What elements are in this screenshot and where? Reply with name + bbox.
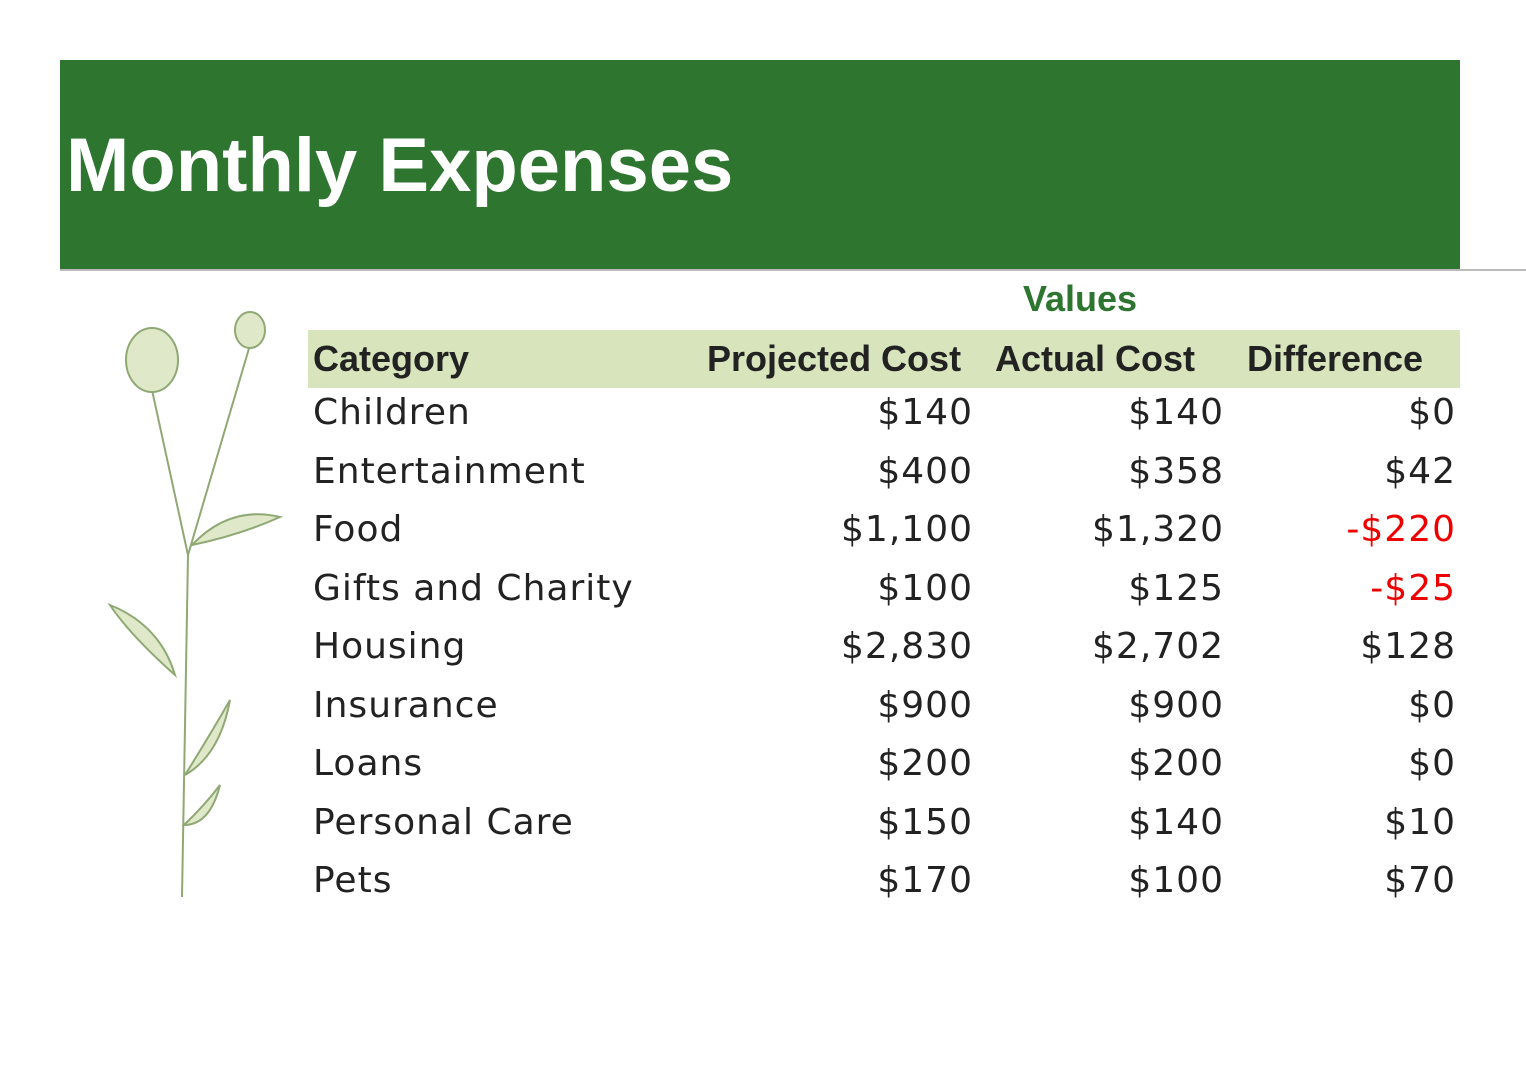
amount-cell: $42 [1384, 450, 1456, 492]
category-cell: Personal Care [313, 801, 574, 843]
divider [60, 269, 1526, 271]
amount-cell: $0 [1408, 684, 1456, 726]
category-cell: Children [313, 392, 471, 433]
amount-cell: $900 [1128, 684, 1224, 726]
category-cell: Insurance [313, 684, 499, 726]
amount-cell: $2,702 [1092, 626, 1224, 667]
plant-illustration [107, 311, 284, 897]
header-row [308, 330, 1460, 388]
amount-cell: $140 [1128, 392, 1224, 433]
amount-cell: $0 [1408, 392, 1456, 433]
amount-cell: $150 [877, 801, 973, 843]
group-label: Values [1022, 278, 1138, 319]
amount-cell: $400 [877, 450, 973, 492]
category-cell: Pets [313, 860, 393, 901]
title-banner [60, 60, 1460, 270]
category-cell: Loans [313, 743, 424, 784]
amount-cell: $100 [1128, 860, 1224, 901]
amount-cell: $358 [1128, 450, 1224, 492]
amount-cell: $200 [1128, 743, 1224, 784]
amount-cell: $100 [877, 567, 973, 609]
column-header: Category [313, 338, 470, 379]
column-header: Projected Cost [707, 338, 962, 379]
amount-cell: $125 [1128, 567, 1224, 609]
amount-cell: $200 [877, 743, 973, 784]
amount-cell: $128 [1360, 626, 1456, 667]
amount-cell: $1,320 [1092, 509, 1224, 550]
amount-cell: -$220 [1346, 509, 1456, 550]
amount-cell: $140 [877, 392, 973, 433]
column-header: Difference [1247, 338, 1424, 379]
column-header: Actual Cost [995, 338, 1196, 379]
amount-cell: $1,100 [841, 509, 973, 550]
amount-cell: $900 [877, 684, 973, 726]
amount-cell: $70 [1384, 860, 1456, 901]
title: Monthly Expenses [66, 123, 734, 208]
amount-cell: $10 [1384, 801, 1456, 843]
category-cell: Food [313, 509, 404, 550]
amount-cell: $0 [1408, 743, 1456, 784]
category-cell: Housing [313, 626, 467, 667]
amount-cell: $2,830 [841, 626, 973, 667]
category-cell: Entertainment [313, 450, 586, 492]
amount-cell: -$25 [1370, 567, 1456, 609]
amount-cell: $140 [1128, 801, 1224, 843]
category-cell: Gifts and Charity [313, 567, 634, 609]
amount-cell: $170 [877, 860, 973, 901]
